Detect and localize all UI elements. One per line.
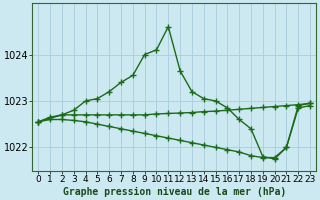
X-axis label: Graphe pression niveau de la mer (hPa): Graphe pression niveau de la mer (hPa) bbox=[63, 186, 286, 197]
